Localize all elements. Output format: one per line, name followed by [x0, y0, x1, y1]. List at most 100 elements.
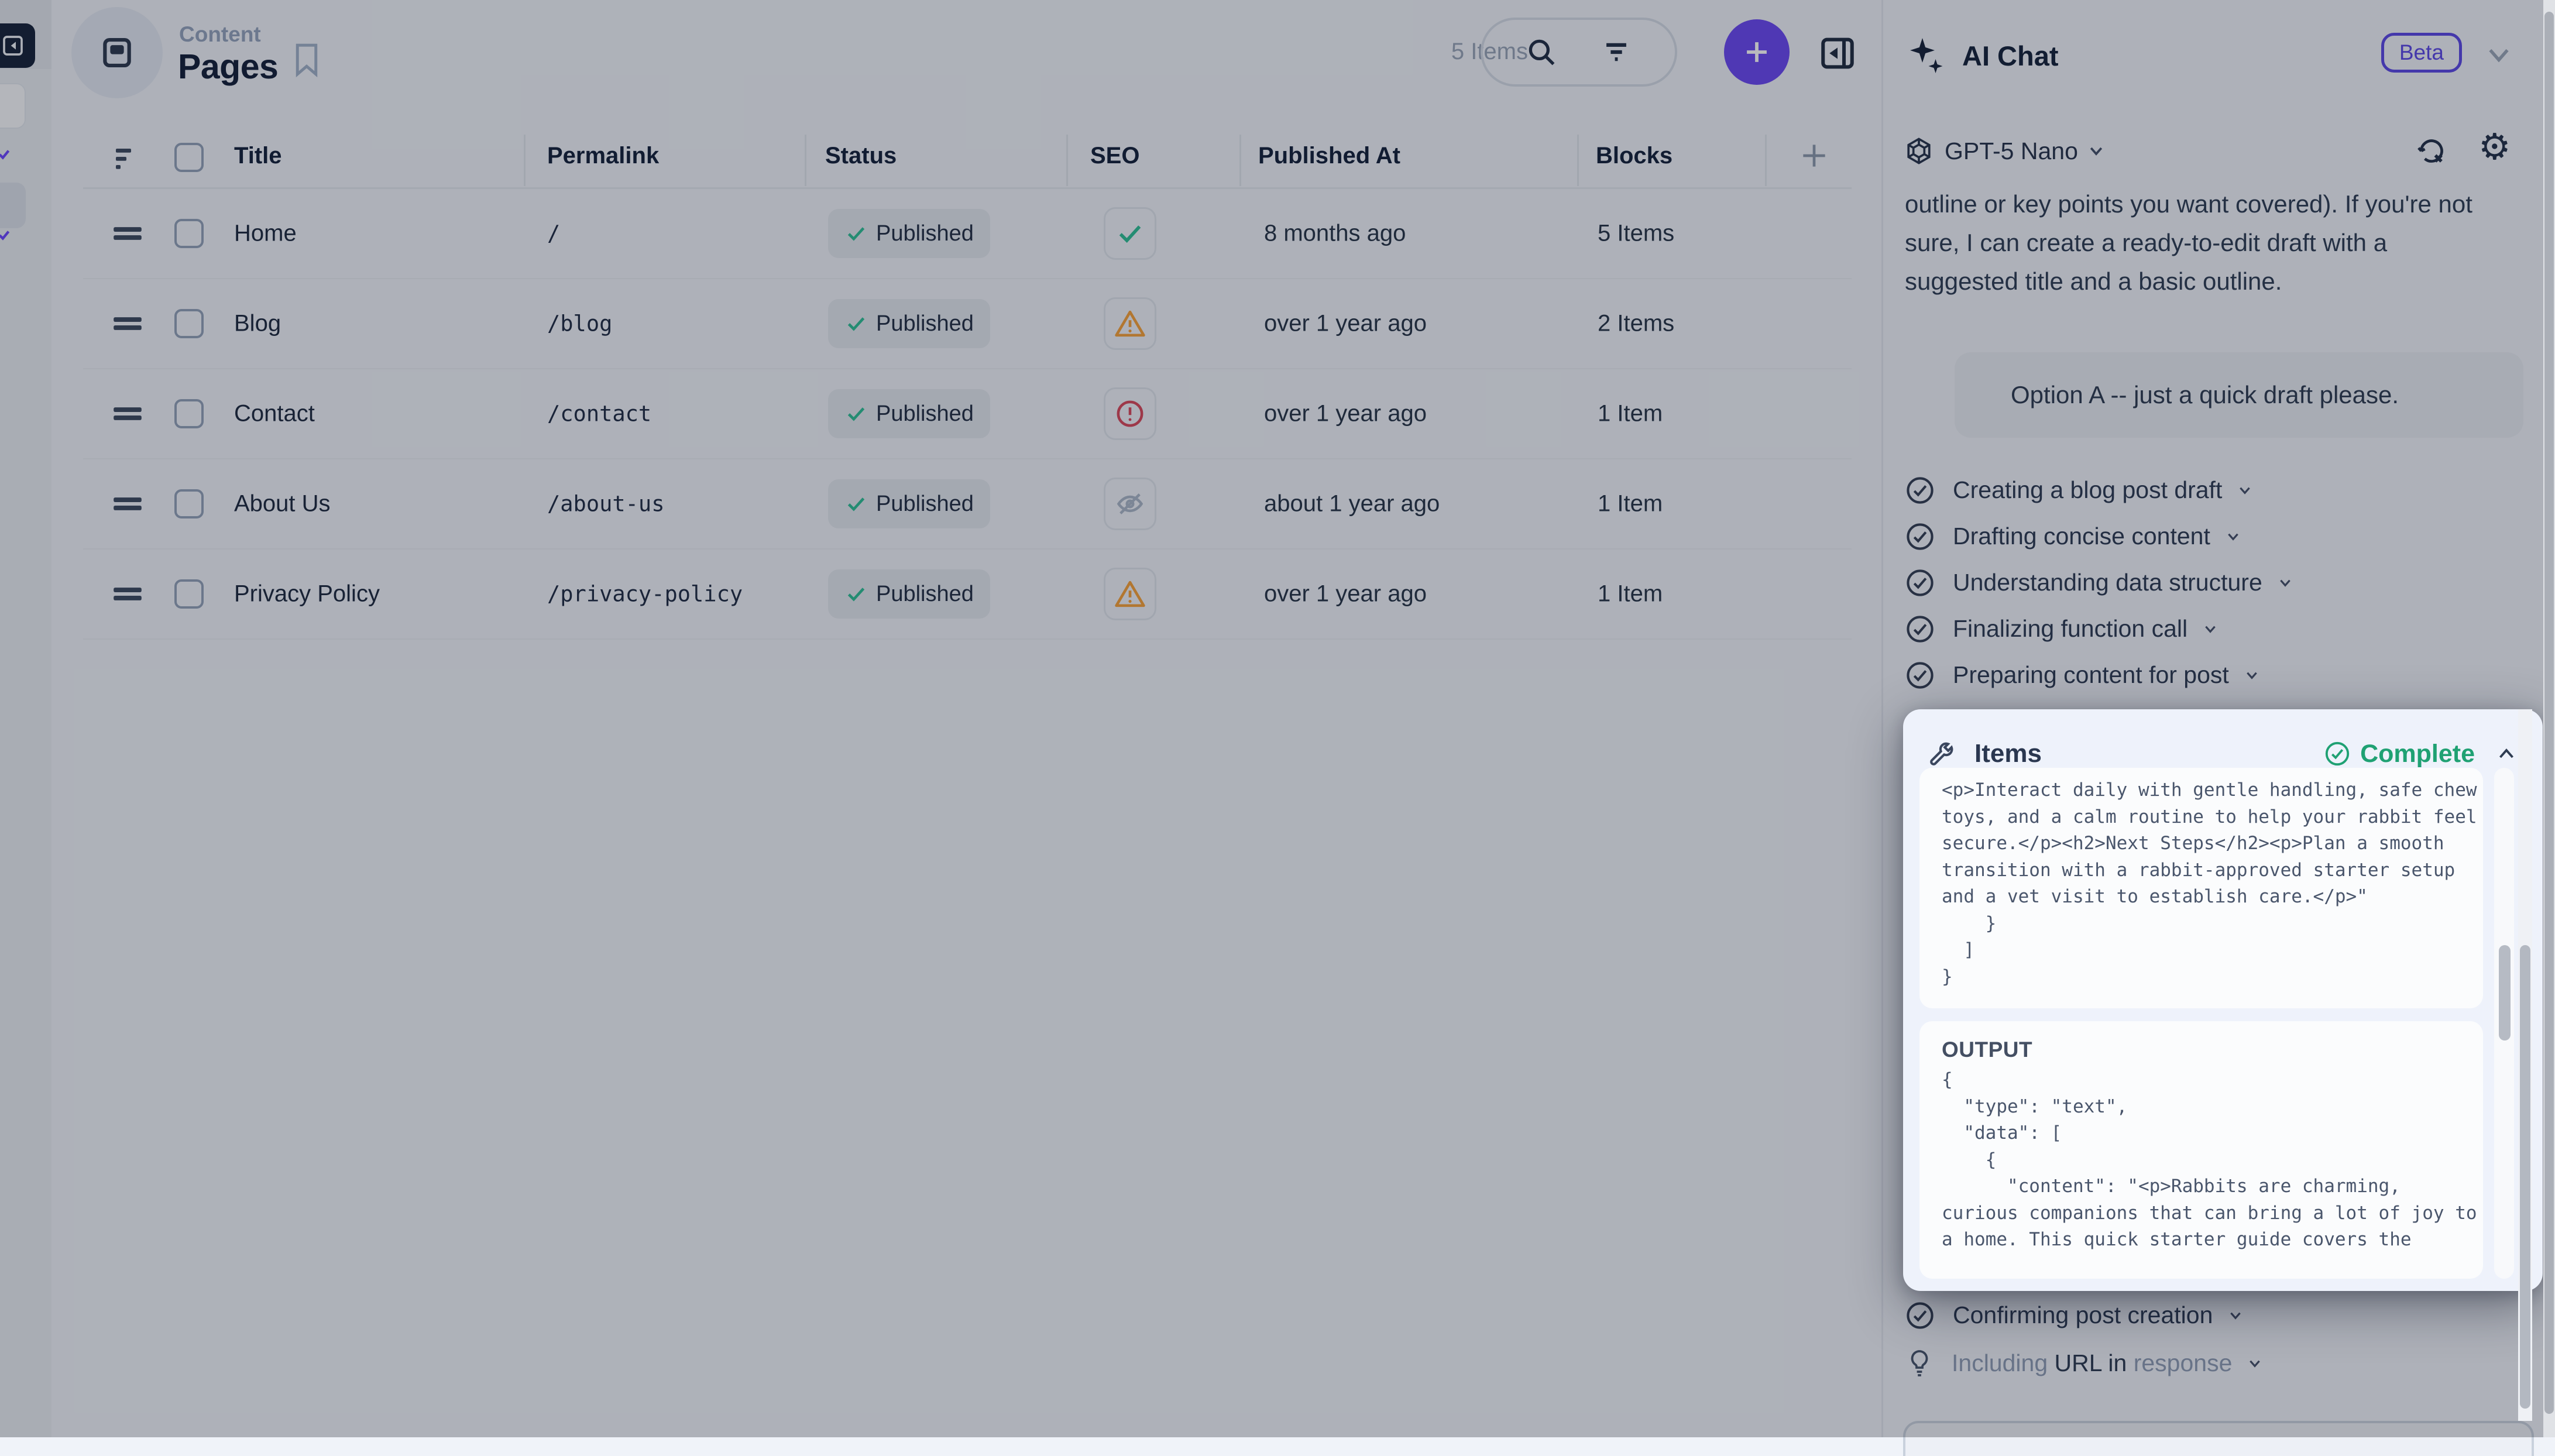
- column-divider[interactable]: [1577, 135, 1579, 186]
- add-item-button[interactable]: [1724, 19, 1790, 85]
- cell-title[interactable]: About Us: [234, 490, 331, 517]
- table-row[interactable]: Home / Published 8 months ago 5 Items: [83, 189, 1852, 279]
- reasoning-task-list-after: Confirming post creation: [1905, 1292, 2537, 1338]
- row-checkbox[interactable]: [174, 399, 204, 428]
- sparkles-icon: [1905, 35, 1947, 77]
- cell-blocks: 5 Items: [1598, 220, 1675, 246]
- add-column-icon[interactable]: [1798, 139, 1833, 174]
- ai-chat-title: AI Chat: [1962, 40, 2059, 71]
- drag-handle-icon[interactable]: [112, 406, 143, 421]
- panel-scrollbar-thumb[interactable]: [2520, 945, 2530, 1409]
- clear-history-icon[interactable]: [2415, 135, 2448, 167]
- cell-blocks: 1 Item: [1598, 490, 1663, 517]
- task-item[interactable]: Creating a blog post draft: [1905, 467, 2537, 513]
- tool-output-code-block[interactable]: OUTPUT { "type": "text", "data": [ { "co…: [1919, 1021, 2483, 1279]
- search-icon[interactable]: [1524, 35, 1558, 69]
- task-label: Drafting concise content: [1953, 523, 2210, 550]
- column-header-permalink[interactable]: Permalink: [547, 143, 660, 169]
- user-message-bubble: Option A -- just a quick draft please.: [1955, 352, 2523, 438]
- task-item[interactable]: Drafting concise content: [1905, 513, 2537, 559]
- cell-title[interactable]: Home: [234, 220, 297, 246]
- breadcrumb[interactable]: Content: [179, 22, 261, 46]
- chevron-down-icon: [2247, 1357, 2262, 1370]
- column-header-title[interactable]: Title: [234, 143, 282, 169]
- toggle-right-panel-icon[interactable]: [1818, 34, 1857, 73]
- select-all-checkbox[interactable]: [174, 143, 204, 172]
- task-item[interactable]: Preparing content for post: [1905, 652, 2537, 698]
- chevron-down-icon: [2237, 484, 2252, 497]
- cell-title[interactable]: Contact: [234, 400, 315, 427]
- row-checkbox[interactable]: [174, 219, 204, 248]
- drag-handle-icon[interactable]: [112, 586, 143, 602]
- task-check-icon: [1905, 660, 1935, 691]
- cell-permalink: /contact: [547, 401, 652, 427]
- status-check-icon: [844, 222, 868, 245]
- window-scrollbar[interactable]: [2543, 0, 2555, 1437]
- window-scrollbar-thumb[interactable]: [2544, 12, 2554, 1414]
- chevron-down-icon[interactable]: [2087, 143, 2105, 159]
- settings-gear-icon[interactable]: ⚙: [2478, 127, 2511, 167]
- cell-title[interactable]: Privacy Policy: [234, 581, 380, 607]
- column-header-blocks[interactable]: Blocks: [1596, 143, 1673, 169]
- chat-input[interactable]: [1903, 1421, 2534, 1456]
- openai-icon: [1904, 136, 1934, 166]
- row-checkbox[interactable]: [174, 309, 204, 338]
- cell-published-at: over 1 year ago: [1264, 310, 1427, 336]
- task-check-icon: [1905, 521, 1935, 552]
- thinking-label: Including URL in response: [1952, 1349, 2232, 1377]
- cell-title[interactable]: Blog: [234, 310, 281, 336]
- column-header-published-at[interactable]: Published At: [1258, 143, 1400, 169]
- tool-input-code-block[interactable]: <p>Interact daily with gentle handling, …: [1919, 768, 2483, 1008]
- status-check-icon: [844, 492, 868, 516]
- column-header-status[interactable]: Status: [825, 143, 897, 169]
- cell-permalink: /about-us: [547, 491, 665, 517]
- chevron-up-icon[interactable]: [2496, 745, 2517, 763]
- chevron-down-icon: [2244, 669, 2259, 682]
- sidebar-item[interactable]: [0, 83, 26, 129]
- column-divider[interactable]: [1066, 135, 1068, 186]
- chevron-down-icon: [2203, 623, 2218, 636]
- row-checkbox[interactable]: [174, 579, 204, 609]
- row-checkbox[interactable]: [174, 489, 204, 518]
- model-selector[interactable]: GPT-5 Nano: [1945, 137, 2078, 164]
- column-header-seo[interactable]: SEO: [1090, 143, 1140, 169]
- cell-blocks: 1 Item: [1598, 400, 1663, 427]
- drag-handle-icon[interactable]: [112, 496, 143, 511]
- task-check-icon: [1905, 568, 1935, 598]
- status-check-icon: [844, 402, 868, 425]
- collection-icon-button[interactable]: [71, 7, 163, 98]
- status-complete-label: Complete: [2360, 739, 2475, 768]
- column-divider[interactable]: [805, 135, 806, 186]
- drag-handle-icon[interactable]: [112, 226, 143, 241]
- table-row[interactable]: About Us/about-us Published about 1 year a…: [83, 459, 1852, 550]
- task-item[interactable]: Understanding data structure: [1905, 559, 2537, 606]
- status-check-icon: [844, 582, 868, 606]
- sort-icon[interactable]: [114, 146, 142, 172]
- task-item[interactable]: Finalizing function call: [1905, 606, 2537, 652]
- column-divider[interactable]: [1239, 135, 1241, 186]
- thinking-label-part: response: [2133, 1349, 2233, 1376]
- table-body: Home / Published 8 months ago 5 Items Blog/bl…: [83, 189, 1852, 701]
- filter-icon[interactable]: [1599, 35, 1633, 69]
- sidebar-item-active[interactable]: [0, 183, 26, 228]
- thinking-item[interactable]: Including URL in response: [1905, 1340, 2537, 1386]
- app-navigation-rail: [0, 0, 51, 1437]
- task-label: Preparing content for post: [1953, 661, 2229, 688]
- column-divider[interactable]: [1765, 135, 1767, 186]
- chevron-down-icon[interactable]: [2484, 42, 2513, 68]
- column-divider[interactable]: [524, 135, 526, 186]
- drag-handle-icon[interactable]: [112, 316, 143, 331]
- task-item[interactable]: Confirming post creation: [1905, 1292, 2537, 1338]
- table-row[interactable]: Blog/blog Published over 1 year ago 2 Items: [83, 279, 1852, 369]
- table-row[interactable]: Privacy Policy/privacy-policy Published ov…: [83, 550, 1852, 640]
- collapse-sidebar-icon[interactable]: [0, 23, 35, 68]
- chevron-down-icon: [2228, 1309, 2243, 1322]
- cell-blocks: 2 Items: [1598, 310, 1675, 336]
- card-scrollbar-track[interactable]: [2494, 768, 2514, 1279]
- search-filter-group: [1481, 18, 1677, 87]
- table-row[interactable]: Contact/contact Published over 1 year ago 1…: [83, 369, 1852, 459]
- bookmark-icon[interactable]: [291, 42, 322, 77]
- tool-card-header[interactable]: Items Complete: [1926, 736, 2519, 771]
- card-scrollbar-thumb[interactable]: [2499, 945, 2511, 1041]
- ai-chat-header: AI Chat Beta: [1905, 29, 2537, 82]
